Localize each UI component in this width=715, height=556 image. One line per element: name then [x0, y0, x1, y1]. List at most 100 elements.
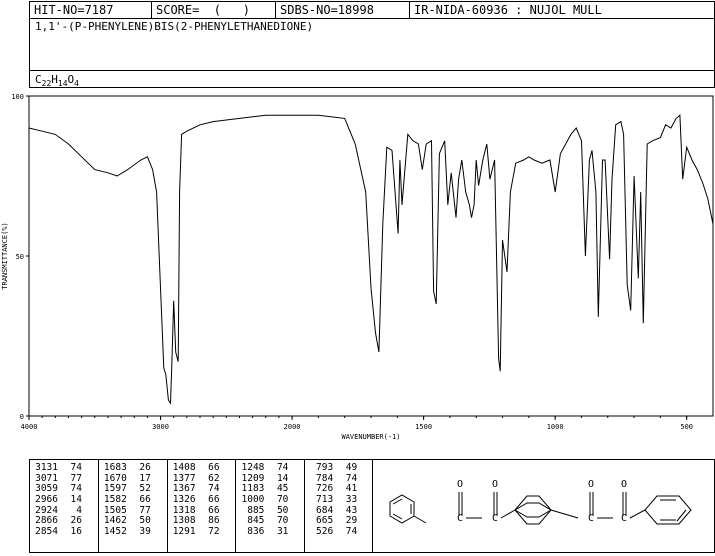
- peak-transmittance: 14: [70, 494, 82, 506]
- peak-row: 1462 50: [99, 516, 167, 527]
- oxygen-label: O: [492, 479, 498, 490]
- y-axis-label: TRANSMITTANCE(%): [1, 222, 9, 289]
- peak-row: 1377 62: [168, 472, 236, 485]
- peak-wavenumber: 726: [316, 483, 334, 495]
- peak-wavenumber: 713: [316, 494, 334, 506]
- compound-name: 1,1'-(P-PHENYLENE)BIS(2-PHENYLETHANEDION…: [35, 20, 314, 33]
- peak-transmittance: 70: [276, 494, 289, 506]
- peak-row: 1505 77: [99, 504, 167, 517]
- peak-row: 1683 26: [99, 462, 167, 474]
- peak-wavenumber: 1308: [172, 515, 196, 527]
- peak-wavenumber: 3131: [35, 462, 58, 473]
- carbon-label: C: [492, 513, 498, 524]
- peak-row: 1408 66: [168, 462, 236, 474]
- peak-transmittance: 66: [139, 494, 151, 506]
- formula-box: C22H14O4: [29, 70, 715, 88]
- molecular-structure: O O O O C C C C: [389, 479, 692, 525]
- peak-transmittance: 74: [345, 472, 358, 484]
- x-tick-label: 4000: [21, 423, 38, 431]
- hit-number: HIT-NO=7187: [30, 2, 152, 19]
- peak-transmittance: 41: [345, 483, 358, 495]
- peak-wavenumber: 3059: [35, 483, 58, 495]
- peak-wavenumber: 3071: [35, 472, 58, 484]
- molecular-formula: C22H14O4: [35, 73, 79, 89]
- peak-wavenumber: 836: [247, 526, 265, 538]
- peak-wavenumber: 1582: [103, 494, 127, 506]
- peak-row: 885 50: [236, 504, 304, 517]
- peak-wavenumber: 665: [316, 515, 334, 527]
- x-axis-label: WAVENUMBER(-1): [341, 433, 400, 441]
- peak-row: 793 49: [305, 462, 374, 474]
- peak-wavenumber: 1318: [172, 504, 196, 516]
- peak-transmittance: 74: [208, 483, 220, 495]
- peak-wavenumber: 2966: [35, 494, 58, 506]
- peak-transmittance: 50: [139, 515, 151, 527]
- peak-row: 2854 16: [30, 526, 98, 538]
- peak-transmittance: 72: [208, 526, 220, 538]
- peak-transmittance: 74: [276, 462, 289, 473]
- peak-transmittance: 66: [208, 494, 220, 506]
- peak-transmittance: 45: [276, 483, 289, 495]
- peak-row: 3059 74: [30, 484, 98, 495]
- peak-row: 713 33: [305, 494, 374, 506]
- peak-row: 3071 77: [30, 472, 98, 485]
- peak-row: 836 31: [236, 526, 304, 538]
- peak-wavenumber: 1505: [103, 504, 127, 516]
- peak-row: 684 43: [305, 504, 374, 517]
- peak-wavenumber: 1209: [241, 472, 265, 484]
- peak-wavenumber: 1377: [172, 472, 196, 484]
- peak-transmittance: 74: [70, 483, 82, 495]
- peak-wavenumber: 1452: [103, 526, 127, 538]
- peak-transmittance: 70: [276, 515, 289, 527]
- benzene-ring-center: [514, 502, 552, 518]
- peak-transmittance: 43: [345, 504, 358, 516]
- peak-row: 2966 14: [30, 494, 98, 506]
- peak-transmittance: 31: [276, 526, 289, 538]
- peak-row: 3131 74: [30, 462, 98, 474]
- peak-column: 1408 66 1377 62 1367 74 1326 66 1318 66 1308 86 1291…: [168, 460, 237, 552]
- method-label: IR-NIDA-60936 : NUJOL MULL: [414, 3, 602, 17]
- peak-row: 1582 66: [99, 494, 167, 506]
- peak-row: 1291 72: [168, 526, 236, 538]
- peak-row: 1183 45: [236, 484, 304, 495]
- peak-transmittance: 77: [139, 504, 151, 516]
- x-tick-label: 3000: [152, 423, 169, 431]
- peak-wavenumber: 1408: [172, 462, 196, 473]
- x-tick-label: 1000: [547, 423, 564, 431]
- peak-row: 665 29: [305, 516, 374, 527]
- spectrum-line: [28, 114, 714, 405]
- carbon-label: C: [457, 513, 463, 524]
- peak-transmittance: 62: [208, 472, 220, 484]
- peak-row: 845 70: [236, 516, 304, 527]
- peak-row: 1000 70: [236, 494, 304, 506]
- peak-wavenumber: 793: [316, 462, 334, 473]
- peak-wavenumber: 2854: [35, 526, 58, 538]
- plot-frame: [28, 95, 714, 417]
- peak-wavenumber: 2866: [35, 515, 58, 527]
- peak-wavenumber: 1670: [103, 472, 127, 484]
- peak-transmittance: 77: [70, 472, 82, 484]
- peak-transmittance: 66: [208, 462, 220, 473]
- peak-wavenumber: 885: [247, 504, 265, 516]
- peak-wavenumber: 1326: [172, 494, 196, 506]
- peak-wavenumber: 784: [316, 472, 334, 484]
- peak-transmittance: 49: [345, 462, 358, 473]
- peak-transmittance: 14: [276, 472, 289, 484]
- x-tick-label: 1500: [415, 423, 432, 431]
- peak-transmittance: 86: [208, 515, 220, 527]
- peak-transmittance: 74: [345, 526, 358, 538]
- peak-transmittance: 52: [139, 483, 151, 495]
- peak-row: 1308 86: [168, 516, 236, 527]
- score-field: SCORE= ( ): [152, 2, 276, 19]
- peak-transmittance: 17: [139, 472, 151, 484]
- peak-column: 3131 74 3071 77 3059 74 2966 14 2924 4 2866 26 2854 1…: [30, 460, 99, 552]
- peak-row: 2924 4: [30, 505, 98, 517]
- peak-transmittance: 66: [208, 504, 220, 516]
- oxygen-label: O: [621, 479, 627, 490]
- peak-transmittance: 74: [70, 462, 82, 473]
- peak-wavenumber: 1183: [241, 483, 265, 495]
- peak-transmittance: 16: [70, 526, 82, 538]
- peak-row: 1367 74: [168, 484, 236, 495]
- peak-row: 1670 17: [99, 472, 167, 485]
- peak-column: 1248 74 1209 14 1183 45 1000 70 885 50 845 70 836 31: [236, 460, 306, 552]
